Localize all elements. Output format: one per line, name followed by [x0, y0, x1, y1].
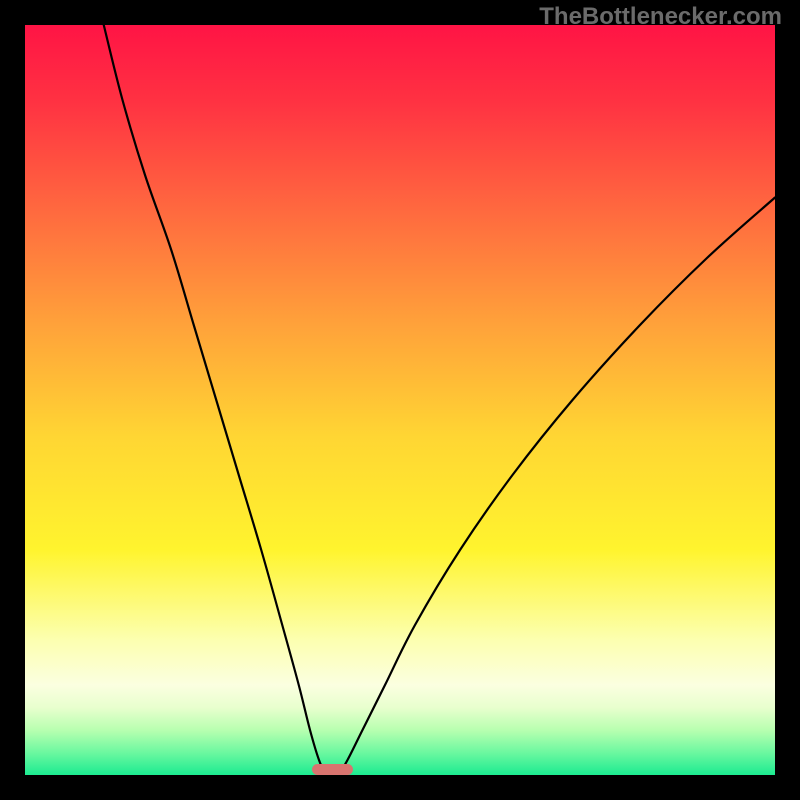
curve-overlay: [0, 0, 800, 800]
bottleneck-curve: [104, 25, 775, 775]
watermark-text: TheBottlenecker.com: [539, 3, 782, 31]
minimum-marker: [312, 764, 353, 775]
chart-container: TheBottlenecker.com: [0, 0, 800, 800]
